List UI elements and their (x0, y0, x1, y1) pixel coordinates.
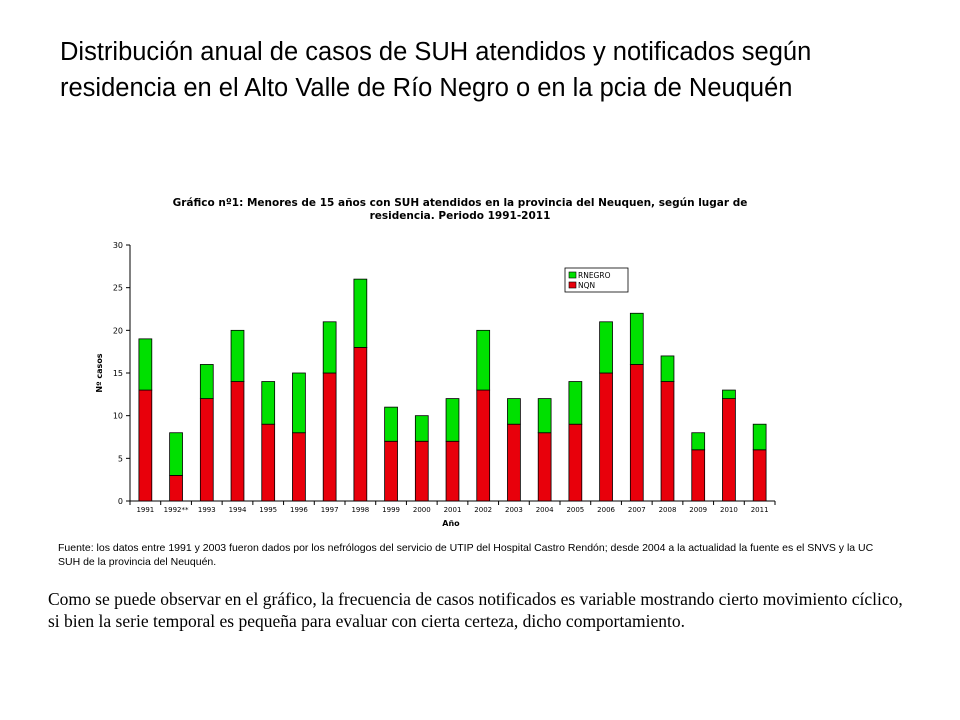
bar-rnegro-2003 (507, 398, 521, 425)
chart-title-line-2: residencia. Periodo 1991-2011 (370, 210, 551, 222)
bar-nqn-1991 (138, 389, 153, 502)
bar-rnegro-2007 (629, 312, 644, 365)
bar-rnegro-2002 (476, 329, 491, 391)
bar-rnegro-2000 (414, 415, 429, 442)
bar-nqn-2000 (414, 440, 429, 502)
bar-nqn-1996 (292, 432, 306, 502)
bar-rnegro-1994 (230, 329, 245, 382)
x-tick-label: 2011 (751, 506, 769, 514)
x-tick-label: 1993 (198, 506, 216, 514)
bar-nqn-1994 (230, 381, 245, 502)
bar-nqn-2003 (507, 423, 521, 502)
bar-nqn-2010 (722, 398, 736, 502)
x-tick-label: 1994 (229, 506, 247, 514)
y-tick-label: 30 (113, 241, 123, 250)
plot-area: 0 5 10 15 20 25 30 1991 1992** 1993 1994 1995 1996 19… (113, 241, 776, 514)
bar-rnegro-2008 (660, 355, 675, 382)
x-tick-label: 2001 (444, 506, 462, 514)
y-axis-title: Nº casos (95, 353, 104, 392)
bar-rnegro-2010 (722, 389, 736, 399)
bar-nqn-1993 (199, 398, 214, 502)
bar-rnegro-1998 (353, 278, 368, 348)
y-tick-label: 0 (118, 497, 123, 506)
legend-label-rnegro: RNEGRO (578, 271, 611, 280)
y-tick-label: 10 (113, 412, 123, 421)
stacked-bar-chart: Gráfico nº1: Menores de 15 años con SUH … (95, 197, 776, 528)
bar-rnegro-2004 (537, 398, 552, 434)
bar-rnegro-1991 (138, 338, 153, 391)
x-tick-label: 1999 (382, 506, 400, 514)
bar-nqn-2009 (691, 449, 706, 502)
x-tick-label: 2005 (566, 506, 584, 514)
bar-nqn-1998 (353, 346, 368, 502)
conclusion-text: Como se puede observar en el gráfico, la… (48, 589, 903, 631)
y-tick-label: 20 (113, 326, 123, 335)
bar-nqn-2002 (476, 389, 491, 502)
x-tick-label: 1992** (164, 506, 189, 514)
x-tick-label: 2010 (720, 506, 738, 514)
bar-nqn-2011 (752, 449, 767, 502)
x-tick-label: 1995 (259, 506, 277, 514)
x-tick-label: 2003 (505, 506, 523, 514)
bar-nqn-2008 (660, 381, 675, 502)
x-tick-label: 2008 (659, 506, 677, 514)
bar-rnegro-1995 (261, 381, 276, 425)
bar-rnegro-1997 (322, 321, 337, 374)
legend-swatch-nqn (568, 281, 577, 289)
bar-nqn-1992 (169, 474, 183, 502)
bar-nqn-2001 (445, 440, 460, 502)
bar-nqn-2004 (537, 432, 552, 502)
slide-title: Distribución anual de casos de SUH atend… (60, 38, 812, 102)
x-tick-label: 1991 (136, 506, 154, 514)
chart-title-line-1: Gráfico nº1: Menores de 15 años con SUH … (173, 197, 748, 209)
legend-label-nqn: NQN (578, 281, 595, 290)
bar-rnegro-2001 (445, 398, 460, 442)
x-tick-label: 1997 (321, 506, 339, 514)
bar-rnegro-1993 (199, 364, 214, 399)
x-tick-label: 2009 (689, 506, 707, 514)
x-tick-label: 2000 (413, 506, 431, 514)
bar-rnegro-1999 (384, 406, 398, 442)
bar-nqn-2007 (629, 364, 644, 502)
bar-rnegro-2011 (752, 423, 767, 451)
x-tick-label: 1996 (290, 506, 308, 514)
bar-rnegro-1992 (169, 432, 183, 476)
bar-nqn-1999 (384, 440, 398, 502)
y-tick-label: 15 (113, 369, 123, 378)
chart-container: Gráfico nº1: Menores de 15 años con SUH … (90, 190, 780, 530)
bar-rnegro-2006 (599, 321, 613, 374)
x-axis-title: Año (442, 519, 460, 528)
bar-rnegro-1996 (292, 372, 306, 434)
bar-nqn-2006 (599, 372, 613, 502)
y-tick-label: 25 (113, 284, 123, 293)
x-tick-label: 2002 (474, 506, 492, 514)
bar-rnegro-2005 (568, 381, 583, 425)
bar-nqn-1997 (322, 372, 337, 502)
x-tick-label: 2007 (628, 506, 646, 514)
x-tick-label: 2004 (536, 506, 554, 514)
bar-rnegro-2009 (691, 432, 706, 451)
source-note: Fuente: los datos entre 1991 y 2003 fuer… (58, 542, 874, 568)
x-tick-label: 2006 (597, 506, 615, 514)
y-tick-label: 5 (118, 454, 123, 463)
legend-swatch-rnegro (568, 271, 577, 279)
x-tick-label: 1998 (351, 506, 369, 514)
bar-nqn-1995 (261, 423, 276, 502)
bar-nqn-2005 (568, 423, 583, 502)
